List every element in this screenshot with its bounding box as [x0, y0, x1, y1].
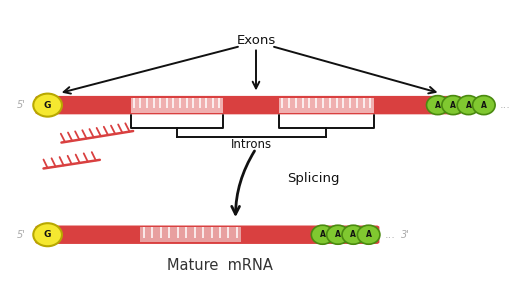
Text: ...: ...: [385, 230, 396, 240]
Text: G: G: [44, 101, 51, 110]
Text: ...: ...: [500, 100, 511, 110]
Ellipse shape: [327, 225, 349, 244]
Text: A: A: [435, 101, 441, 110]
Text: Introns: Introns: [231, 138, 272, 151]
Text: 5': 5': [17, 230, 26, 240]
Text: 3': 3': [401, 230, 410, 240]
Text: A: A: [450, 101, 456, 110]
Text: Mature  mRNA: Mature mRNA: [167, 258, 273, 273]
FancyBboxPatch shape: [35, 96, 461, 114]
Ellipse shape: [357, 225, 380, 244]
Ellipse shape: [342, 225, 365, 244]
Text: A: A: [465, 101, 472, 110]
Text: G: G: [44, 230, 51, 239]
Bar: [279, 98, 374, 113]
Text: 5': 5': [17, 100, 26, 110]
Bar: [140, 227, 241, 242]
Ellipse shape: [33, 223, 62, 246]
Ellipse shape: [473, 96, 495, 115]
Ellipse shape: [311, 225, 334, 244]
Ellipse shape: [33, 94, 62, 117]
Text: Splicing: Splicing: [287, 172, 339, 185]
Ellipse shape: [442, 96, 464, 115]
Text: A: A: [335, 230, 341, 239]
Bar: [131, 98, 223, 113]
Text: A: A: [481, 101, 487, 110]
Ellipse shape: [426, 96, 449, 115]
Text: A: A: [319, 230, 326, 239]
Text: Exons: Exons: [237, 34, 275, 47]
FancyBboxPatch shape: [35, 226, 379, 244]
Text: A: A: [350, 230, 356, 239]
Text: A: A: [366, 230, 372, 239]
Ellipse shape: [457, 96, 480, 115]
